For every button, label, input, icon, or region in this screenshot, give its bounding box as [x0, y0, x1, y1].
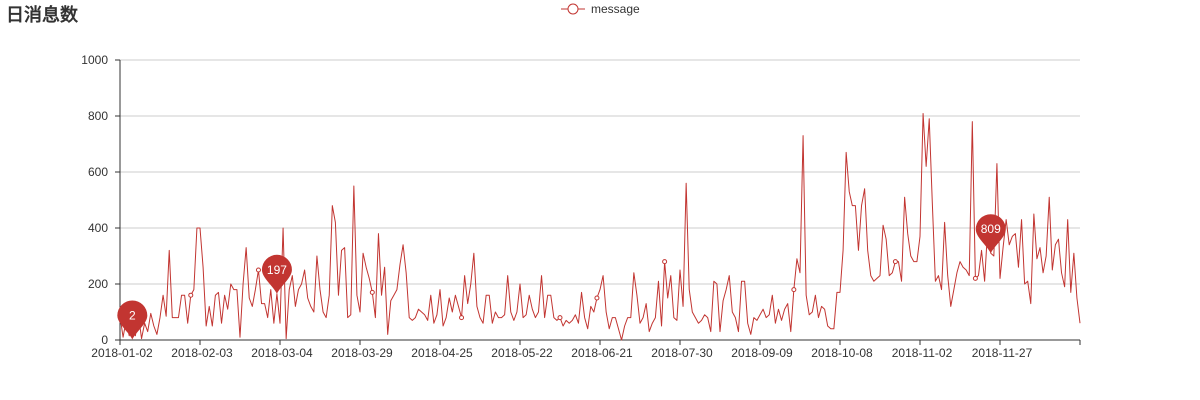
- data-point[interactable]: [557, 315, 563, 321]
- data-point[interactable]: [892, 259, 898, 265]
- marker-pin-min[interactable]: 2: [117, 300, 148, 340]
- data-point[interactable]: [972, 275, 978, 281]
- legend-symbol-icon: [561, 3, 585, 15]
- data-point[interactable]: [188, 292, 194, 298]
- marker-pin-label: 197: [267, 263, 287, 277]
- data-point[interactable]: [594, 295, 600, 301]
- y-tick-label: 0: [101, 333, 108, 347]
- x-tick-label: 2018-11-02: [892, 346, 953, 360]
- data-point[interactable]: [459, 315, 465, 321]
- marker-pin-max[interactable]: 197: [261, 254, 292, 294]
- marker-pin-shape: [261, 254, 292, 294]
- x-tick-label: 2018-05-22: [491, 346, 553, 360]
- legend[interactable]: message: [561, 2, 640, 16]
- x-tick-label: 2018-04-25: [411, 346, 473, 360]
- x-tick-label: 2018-06-21: [571, 346, 633, 360]
- legend-label: message: [591, 2, 640, 16]
- chart-title: 日消息数: [6, 5, 78, 26]
- marker-pin-label: 2: [129, 308, 136, 322]
- x-tick-label: 2018-03-04: [251, 346, 313, 360]
- data-point[interactable]: [369, 289, 375, 295]
- grid-layer: [120, 59, 1080, 285]
- marker-pin-shape: [117, 300, 148, 340]
- x-tick-label: 2018-10-08: [811, 346, 873, 360]
- y-tick-label: 600: [88, 165, 108, 179]
- y-tick-label: 1000: [81, 53, 108, 67]
- x-tick-label: 2018-11-27: [972, 346, 1033, 360]
- axis-layer: 0 200 400 600 800 1000 2018-01-02 2018-02-03 201…: [81, 53, 1081, 360]
- data-point[interactable]: [662, 259, 668, 265]
- marker-layer: 2 197 809: [117, 214, 1006, 340]
- x-tick-label: 2018-03-29: [331, 346, 393, 360]
- marker-pin-max[interactable]: 809: [975, 214, 1006, 254]
- x-tick-label: 2018-01-02: [91, 346, 153, 360]
- marker-pin-label: 809: [981, 222, 1001, 236]
- series-layer: [117, 112, 1081, 341]
- y-tick-label: 200: [88, 277, 108, 291]
- x-tick-label: 2018-02-03: [171, 346, 233, 360]
- data-point[interactable]: [255, 267, 261, 273]
- marker-pin-shape: [975, 214, 1006, 254]
- x-tick-label: 2018-09-09: [731, 346, 793, 360]
- y-tick-label: 400: [88, 221, 108, 235]
- series-line-message: [119, 112, 1081, 341]
- data-point[interactable]: [791, 287, 797, 293]
- y-tick-label: 800: [88, 109, 108, 123]
- x-tick-label: 2018-07-30: [651, 346, 713, 360]
